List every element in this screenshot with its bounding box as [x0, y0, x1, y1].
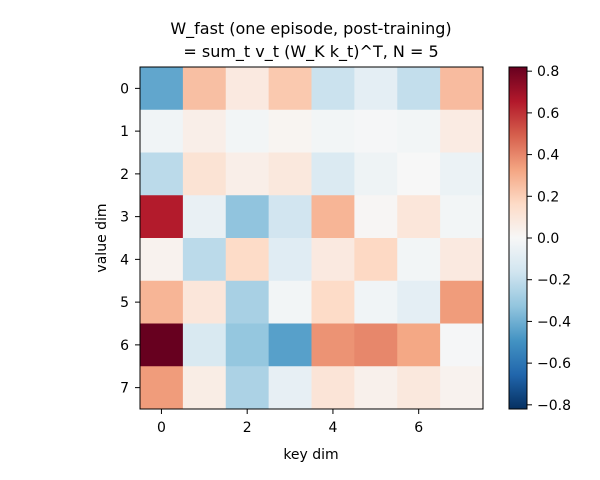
heatmap-cell-r1-c6 — [397, 109, 441, 153]
heatmap-cell-r4-c1 — [182, 238, 227, 282]
heatmap-cell-r7-c1 — [182, 366, 227, 410]
heatmap-cell-r2-c1 — [182, 152, 227, 196]
heatmap-cell-r5-c3 — [268, 280, 312, 324]
heatmap-cell-r6-c7 — [440, 323, 484, 367]
colorbar-tick-label-6: 0.4 — [537, 148, 559, 164]
colorbar-tick-label-4: 0.0 — [537, 231, 559, 247]
heatmap-cell-r0-c5 — [354, 67, 398, 111]
heatmap-cell-r3-c0 — [140, 195, 184, 239]
heatmap-cell-r6-c1 — [182, 323, 227, 367]
heatmap-cell-r7-c5 — [354, 366, 398, 410]
y-axis: 0 1 2 3 4 5 6 7 — [120, 81, 140, 397]
heatmap-cell-r0-c2 — [225, 67, 270, 111]
heatmap-cell-r0-c6 — [397, 67, 441, 111]
heatmap-cell-r0-c3 — [268, 67, 312, 111]
heatmap-cell-r3-c3 — [268, 195, 312, 239]
heatmap-cell-r5-c4 — [311, 280, 355, 324]
heatmap-cell-r4-c2 — [225, 238, 270, 282]
colorbar-tick-label-0: −0.8 — [537, 398, 571, 414]
y-tick-label-6: 6 — [120, 338, 129, 354]
y-tick-label-7: 7 — [120, 381, 129, 397]
heatmap-cell-r3-c2 — [225, 195, 270, 239]
heatmap-cell-r4-c0 — [140, 238, 184, 282]
heatmap-cell-r2-c7 — [440, 152, 484, 196]
heatmap-cell-r5-c2 — [225, 280, 270, 324]
heatmap-cell-r0-c1 — [182, 67, 227, 111]
heatmap-cell-r7-c4 — [311, 366, 355, 410]
heatmap-cells — [140, 67, 484, 410]
x-axis-label: key dim — [283, 447, 338, 463]
heatmap-cell-r4-c3 — [268, 238, 312, 282]
x-axis: 0 2 4 6 — [157, 409, 423, 436]
heatmap-cell-r3-c6 — [397, 195, 441, 239]
heatmap-cell-r6-c4 — [311, 323, 355, 367]
x-tick-label-2: 2 — [243, 420, 252, 436]
heatmap-cell-r5-c5 — [354, 280, 398, 324]
heatmap-cell-r7-c3 — [268, 366, 312, 410]
heatmap-cell-r6-c2 — [225, 323, 270, 367]
heatmap-cell-r1-c5 — [354, 109, 398, 153]
colorbar-tick-label-8: 0.8 — [537, 64, 559, 80]
colorbar-ticks: −0.8 −0.6 −0.4 −0.2 0.0 0.2 0.4 0.6 0.8 — [527, 64, 571, 414]
heatmap-cell-r4-c5 — [354, 238, 398, 282]
heatmap-cell-r0-c0 — [140, 67, 184, 111]
heatmap-cell-r1-c4 — [311, 109, 355, 153]
heatmap-cell-r2-c0 — [140, 152, 184, 196]
colorbar-tick-label-1: −0.6 — [537, 356, 571, 372]
y-tick-label-4: 4 — [120, 252, 129, 268]
y-tick-label-1: 1 — [120, 124, 129, 140]
x-tick-label-6: 6 — [414, 420, 423, 436]
heatmap-cell-r4-c7 — [440, 238, 484, 282]
heatmap-cell-r3-c1 — [182, 195, 227, 239]
colorbar-tick-label-7: 0.6 — [537, 106, 559, 122]
colorbar-tick-label-3: −0.2 — [537, 273, 571, 289]
heatmap-cell-r5-c0 — [140, 280, 184, 324]
heatmap-cell-r2-c6 — [397, 152, 441, 196]
x-tick-label-4: 4 — [328, 420, 337, 436]
heatmap-cell-r3-c5 — [354, 195, 398, 239]
heatmap-cell-r4-c4 — [311, 238, 355, 282]
heatmap-cell-r4-c6 — [397, 238, 441, 282]
heatmap-cell-r7-c7 — [440, 366, 484, 410]
heatmap-cell-r7-c6 — [397, 366, 441, 410]
heatmap-cell-r2-c4 — [311, 152, 355, 196]
heatmap-cell-r2-c2 — [225, 152, 270, 196]
heatmap-cell-r1-c3 — [268, 109, 312, 153]
heatmap-cell-r6-c0 — [140, 323, 184, 367]
y-tick-label-5: 5 — [120, 295, 129, 311]
heatmap-cell-r5-c6 — [397, 280, 441, 324]
heatmap-cell-r1-c2 — [225, 109, 270, 153]
chart-title-line-1: W_fast (one episode, post-training) — [170, 19, 451, 39]
colorbar-tick-label-5: 0.2 — [537, 189, 559, 205]
heatmap-cell-r1-c7 — [440, 109, 484, 153]
heatmap-cell-r3-c4 — [311, 195, 355, 239]
heatmap-cell-r1-c1 — [182, 109, 227, 153]
x-tick-label-0: 0 — [157, 420, 166, 436]
heatmap-cell-r7-c0 — [140, 366, 184, 410]
heatmap-cell-r0-c4 — [311, 67, 355, 111]
heatmap-cell-r5-c1 — [182, 280, 227, 324]
heatmap-cell-r5-c7 — [440, 280, 484, 324]
heatmap-cell-r2-c5 — [354, 152, 398, 196]
y-tick-label-0: 0 — [120, 81, 129, 97]
y-tick-label-3: 3 — [120, 210, 129, 226]
plot-frame — [139, 66, 484, 410]
heatmap-cell-r3-c7 — [440, 195, 484, 239]
heatmap-cell-r6-c5 — [354, 323, 398, 367]
heatmap-cell-r6-c6 — [397, 323, 441, 367]
colorbar-tick-label-2: −0.4 — [537, 314, 571, 330]
heatmap-cell-r1-c0 — [140, 109, 184, 153]
chart-title: W_fast (one episode, post-training) = su… — [170, 19, 451, 62]
y-tick-label-2: 2 — [120, 167, 129, 183]
colorbar — [508, 66, 528, 410]
heatmap-cell-r0-c7 — [440, 67, 484, 111]
chart-title-line-2: = sum_t v_t (W_K k_t)^T, N = 5 — [183, 42, 438, 62]
heatmap-cell-r6-c3 — [268, 323, 312, 367]
heatmap-cell-r2-c3 — [268, 152, 312, 196]
heatmap-cell-r7-c2 — [225, 366, 270, 410]
y-axis-label: value dim — [94, 203, 110, 272]
